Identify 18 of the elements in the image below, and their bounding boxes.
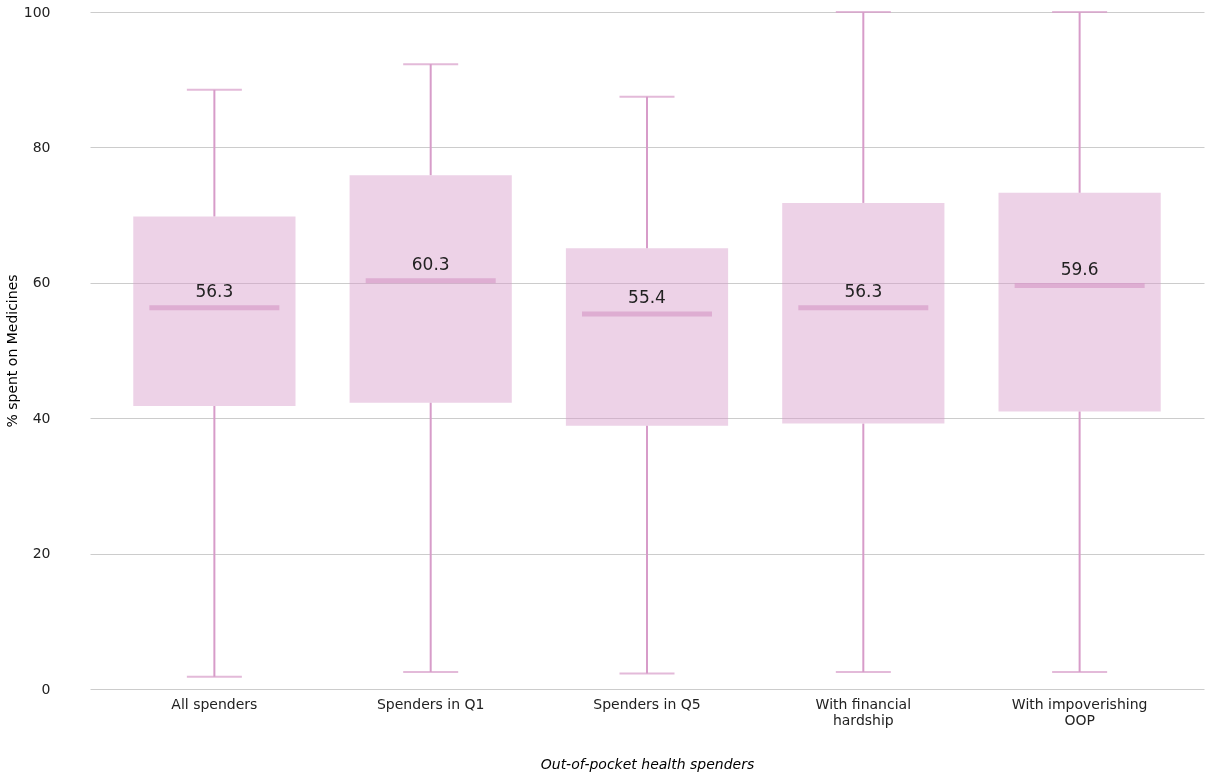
x-tick-label: All spenders: [171, 695, 258, 712]
text: 59.6: [1060, 258, 1099, 279]
x-axis-title: Out-of-pocket health spenders: [540, 755, 755, 772]
y-tick-label: 80: [32, 138, 51, 155]
text: 56.3: [844, 280, 883, 301]
x-tick-label: With financial hardship: [815, 695, 912, 728]
x-tick-label: Spenders in Q1: [376, 695, 485, 712]
x-tick-label: With impoverishing OOP: [1011, 695, 1148, 728]
y-axis-title: % spent on Medicines: [3, 274, 20, 428]
text: 55.4: [628, 286, 666, 307]
y-tick-label: 60: [32, 274, 51, 291]
text: 56.3: [195, 280, 234, 301]
y-tick-label: 20: [32, 545, 51, 562]
y-tick-label: 100: [23, 3, 51, 20]
text: 60.3: [411, 253, 450, 274]
x-tick-label: Spenders in Q5: [593, 695, 701, 712]
y-tick-label: 0: [41, 680, 51, 697]
y-tick-label: 40: [32, 409, 51, 426]
